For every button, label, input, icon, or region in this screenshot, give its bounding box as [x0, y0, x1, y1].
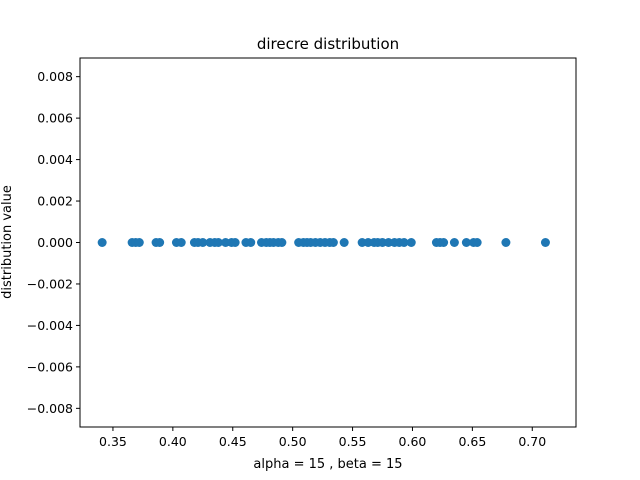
y-axis: −0.008 −0.006 −0.004 −0.002 0.000 0.002 0.004 0…	[27, 69, 80, 416]
data-point	[213, 238, 223, 247]
y-tick-label: −0.002	[27, 276, 73, 291]
y-axis-label: distribution value	[0, 185, 15, 299]
data-point	[472, 238, 482, 247]
data-point	[176, 238, 186, 247]
data-point	[449, 238, 459, 247]
data-point	[501, 238, 511, 247]
data-point	[540, 238, 550, 247]
data-point	[230, 238, 240, 247]
y-tick-label: −0.004	[27, 318, 73, 333]
y-tick-label: 0.006	[37, 111, 73, 126]
data-point	[399, 238, 409, 247]
x-axis-label: alpha = 15 , beta = 15	[253, 457, 402, 472]
x-tick-label: 0.45	[219, 434, 247, 449]
x-tick-label: 0.70	[518, 434, 546, 449]
y-tick-label: 0.000	[37, 235, 73, 250]
data-point	[134, 238, 144, 247]
x-tick-label: 0.35	[99, 434, 127, 449]
data-point	[97, 238, 107, 247]
y-tick-label: −0.008	[27, 401, 73, 416]
data-point	[439, 238, 449, 247]
y-tick-label: −0.006	[27, 359, 73, 374]
chart-title: direcre distribution	[257, 35, 399, 53]
x-tick-label: 0.40	[159, 434, 187, 449]
x-tick-label: 0.50	[279, 434, 307, 449]
data-points	[97, 238, 550, 247]
y-tick-label: 0.002	[37, 194, 73, 209]
x-tick-label: 0.65	[458, 434, 486, 449]
x-axis: 0.35 0.40 0.45 0.50 0.55 0.60 0.65 0.70	[99, 427, 546, 449]
y-tick-label: 0.004	[37, 152, 73, 167]
data-point	[406, 238, 416, 247]
data-point	[461, 238, 471, 247]
x-tick-label: 0.55	[339, 434, 367, 449]
data-point	[198, 238, 208, 247]
x-tick-label: 0.60	[399, 434, 427, 449]
data-point	[328, 238, 338, 247]
data-point	[339, 238, 349, 247]
data-point	[277, 238, 287, 247]
y-tick-label: 0.008	[37, 69, 73, 84]
data-point	[246, 238, 256, 247]
data-point	[155, 238, 165, 247]
